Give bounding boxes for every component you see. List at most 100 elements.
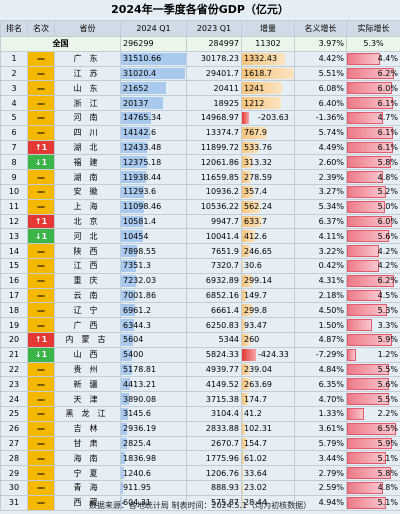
real-growth-bar [347,407,364,420]
gdp-2023-cell: 20411 [186,80,242,97]
rank-cell: 19 [0,317,28,333]
table-row: 22— 贵州 5178.81 4939.77 239.04 4.84% 5.5% [0,361,400,378]
gdp-bar [121,126,151,139]
gdp-2023-cell: 7651.9 [186,243,242,259]
real-growth-cell: 6.2% [346,272,400,289]
increment-value: 149.7 [244,290,267,300]
rank-cell: 14 [0,243,28,259]
gdp-2024-value: 5604 [123,335,144,345]
gdp-2024-value: 1836.98 [123,453,157,463]
gdp-bar [121,407,128,420]
gdp-2024-value: 20137 [123,98,149,108]
increment-cell: 260 [241,331,295,348]
real-growth-cell: 5.3% [346,302,400,319]
gdp-2024-cell: 12433.48 [120,139,187,156]
real-growth-cell: 4.5% [346,287,400,304]
province-cell: 内蒙古 [54,331,121,348]
increment-cell: 41.2 [241,405,295,422]
rank-change-cell: — [27,109,55,126]
province-cell: 福建 [54,154,121,171]
increment-bar [242,126,267,139]
gdp-2024-value: 12433.48 [123,142,162,152]
gdp-2024-cell: 7898.55 [120,243,187,259]
real-growth-bar [347,274,394,287]
real-growth-bar [347,126,394,139]
increment-cell: 313.32 [241,154,295,171]
increment-bar [242,481,243,494]
gdp-bar [121,230,143,243]
header-row: 排名 名次 省份 2024 Q1 2023 Q1 增量 名义增长 实际增长 [0,20,400,37]
gdp-2024-cell: 21652 [120,80,187,97]
increment-bar [242,437,247,450]
gdp-2023-cell: 4939.77 [186,361,242,378]
gdp-bar [121,67,185,80]
real-growth-cell: 5.0% [346,198,400,215]
gdp-2024-value: 7351.3 [123,261,151,271]
table-row: 23— 新疆 4413.21 4149.52 263.69 6.35% 5.6% [0,376,400,393]
province-cell: 宁夏 [54,465,121,481]
gdp-2024-value: 3890.08 [123,394,157,404]
gdp-2023-cell: 10936.2 [186,183,242,200]
gdp-bar [121,333,133,346]
province-cell: 云南 [54,287,121,304]
gdp-2024-value: 2825.4 [123,438,151,448]
increment-bar [242,319,246,331]
real-growth-value: 5.6% [377,379,398,389]
table-row: 3— 山东 21652 20411 1241 6.08% 6.0% [0,80,400,97]
gdp-bar [121,452,125,465]
real-growth-bar [347,348,357,361]
rank-cell: 30 [0,479,28,496]
gdp-2023-cell: 6250.83 [186,317,242,333]
real-growth-bar [347,437,392,450]
real-growth-cell: 2.2% [346,405,400,422]
gdp-2024-cell: 5400 [120,346,187,363]
gdp-2024-value: 2936.19 [123,424,157,434]
rank-change-cell: — [27,391,55,407]
gdp-2024-cell: 2936.19 [120,420,187,437]
real-growth-bar [347,200,385,213]
rank-cell: 17 [0,287,28,304]
province-cell: 广东 [54,50,121,67]
real-growth-cell: 5.9% [346,435,400,452]
real-growth-cell: 5.1% [346,450,400,467]
increment-value: 357.4 [244,187,267,197]
increment-cell: 357.4 [241,183,295,200]
real-growth-value: 6.5% [377,424,398,434]
province-cell: 江西 [54,257,121,274]
increment-cell: 562.24 [241,198,295,215]
province-cell: 辽宁 [54,302,121,319]
gdp-bar [121,185,145,198]
gdp-bar [121,200,144,213]
rank-change-cell: — [27,183,55,200]
increment-value: 299.8 [244,305,267,315]
rank-change-cell: — [27,80,55,97]
gdp-2023-cell: 888.93 [186,479,242,496]
gdp-2024-cell: 20137 [120,95,187,111]
increment-bar [242,333,251,346]
rank-change-cell: — [27,450,55,467]
gdp-bar [121,481,123,494]
rank-cell: 11 [0,198,28,215]
real-growth-bar [347,467,391,479]
real-growth-bar [347,156,391,169]
increment-bar [242,245,250,257]
real-growth-bar [347,481,384,494]
gdp-bar [121,393,129,405]
real-growth-value: 2.2% [377,409,398,419]
real-growth-bar [347,496,386,509]
header-increment: 增量 [241,20,295,37]
real-growth-value: 5.1% [377,453,398,463]
rank-cell: 23 [0,376,28,393]
real-growth-value: 3.3% [377,320,398,330]
real-growth-cell: 6.5% [346,420,400,437]
gdp-2024-cell: 604.31 [120,494,187,511]
rank-cell: 25 [0,405,28,422]
real-growth-value: 1.2% [377,350,398,360]
increment-bar [242,185,254,198]
real-growth-cell: 3.3% [346,317,400,333]
increment-bar [242,467,244,479]
province-cell: 贵州 [54,361,121,378]
increment-cell: 246.65 [241,243,295,259]
gdp-2024-cell: 12375.18 [120,154,187,171]
nominal-growth-cell: 5.79% [294,435,347,452]
